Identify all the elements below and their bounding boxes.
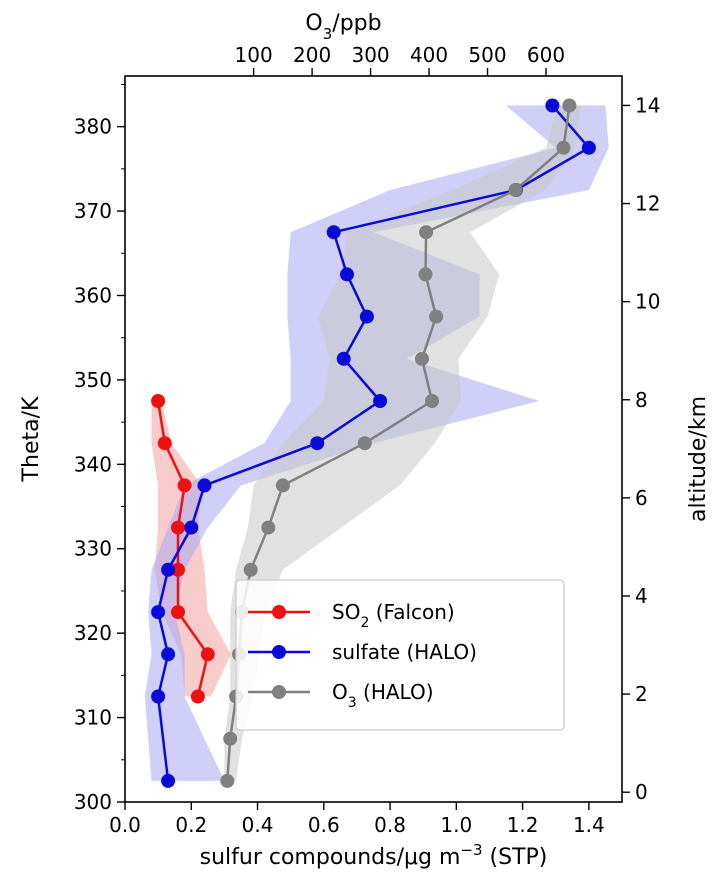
- data-point-1-15: [161, 773, 176, 788]
- data-point-2-5: [429, 309, 444, 324]
- data-point-0-6: [200, 647, 215, 662]
- bottom-tick-label: 1.0: [440, 813, 472, 837]
- data-point-2-4: [418, 267, 433, 282]
- right-tick-label: 12: [635, 192, 660, 216]
- series-line-1: [156, 104, 591, 782]
- series-line-0: [156, 400, 210, 697]
- left-tick-label: 310: [74, 706, 112, 730]
- data-point-0-0: [151, 394, 166, 408]
- bottom-tick-label: 0.8: [374, 813, 406, 837]
- legend-label: O3 (HALO): [332, 680, 434, 711]
- top-tick-label: 600: [527, 43, 565, 67]
- right-axis-label: altitude/km: [686, 396, 711, 522]
- data-point-2-7: [425, 394, 439, 408]
- data-point-2-3: [419, 225, 434, 240]
- data-point-1-11: [161, 562, 176, 577]
- right-tick-label: 8: [635, 388, 648, 412]
- series-points: [151, 98, 596, 788]
- uncertainty-bands: [144, 105, 609, 781]
- legend-swatch-marker: [272, 605, 286, 619]
- data-point-0-5: [171, 605, 185, 620]
- data-point-1-13: [161, 647, 176, 662]
- left-tick-label: 380: [74, 115, 112, 139]
- axis-ticks: [117, 68, 630, 810]
- bottom-tick-label: 1.4: [573, 813, 605, 837]
- top-tick-label: 100: [235, 43, 273, 67]
- series-band-2: [224, 105, 582, 781]
- left-axis-label: Theta/K: [19, 396, 44, 482]
- top-tick-label: 400: [410, 43, 448, 67]
- right-tick-label: 14: [635, 93, 660, 117]
- bottom-tick-label: 0.6: [308, 813, 340, 837]
- left-tick-label: 320: [74, 621, 112, 645]
- data-point-0-1: [157, 436, 172, 451]
- data-point-2-0: [562, 98, 577, 113]
- data-point-2-8: [357, 436, 372, 451]
- bottom-tick-label: 0.0: [109, 813, 141, 837]
- data-point-1-3: [326, 225, 341, 240]
- left-tick-label: 330: [74, 537, 112, 561]
- left-tick-label: 340: [74, 452, 112, 476]
- legend-swatch-marker: [272, 645, 286, 659]
- bottom-tick-label: 1.2: [507, 813, 539, 837]
- left-tick-label: 300: [74, 790, 112, 814]
- data-point-2-1: [556, 140, 571, 155]
- data-point-2-15: [223, 731, 238, 746]
- data-point-2-10: [261, 520, 276, 535]
- legend-entry-o3: O3 (HALO): [248, 680, 434, 711]
- data-point-1-1: [581, 140, 596, 155]
- right-tick-label: 0: [635, 780, 648, 804]
- bottom-tick-label: 0.4: [242, 813, 274, 837]
- data-point-0-4: [171, 562, 185, 577]
- top-tick-label: 200: [293, 43, 331, 67]
- data-point-1-9: [197, 478, 212, 493]
- data-point-1-12: [151, 605, 166, 620]
- data-point-1-4: [340, 267, 354, 282]
- right-tick-label: 4: [635, 584, 648, 608]
- legend-swatch-marker: [272, 685, 286, 699]
- data-point-2-11: [243, 562, 258, 577]
- data-point-0-3: [171, 520, 185, 535]
- legend-label: sulfate (HALO): [332, 640, 477, 664]
- data-point-0-2: [177, 478, 192, 493]
- data-point-1-10: [184, 520, 199, 535]
- left-tick-label: 370: [74, 199, 112, 223]
- data-point-2-9: [275, 478, 290, 493]
- data-point-0-7: [190, 689, 205, 704]
- data-point-1-0: [545, 98, 560, 113]
- right-tick-label: 6: [635, 486, 648, 510]
- plot-frame: [124, 75, 623, 803]
- top-axis-label: O3/ppb: [305, 11, 381, 43]
- right-tick-label: 2: [635, 682, 648, 706]
- data-point-1-8: [310, 436, 325, 451]
- data-point-1-7: [373, 394, 388, 408]
- left-tick-label: 350: [74, 368, 112, 392]
- legend-label: SO2 (Falcon): [332, 600, 455, 631]
- top-tick-label: 300: [351, 43, 389, 67]
- data-point-2-16: [220, 773, 235, 788]
- bottom-tick-label: 0.2: [175, 813, 207, 837]
- data-point-1-5: [359, 309, 374, 324]
- data-point-1-6: [336, 351, 351, 366]
- legend-entry-sulfate: sulfate (HALO): [248, 640, 477, 664]
- data-point-2-6: [415, 351, 429, 366]
- legend: SO2 (Falcon) sulfate (HALO) O3 (HALO): [235, 579, 565, 731]
- data-point-2-2: [508, 183, 523, 197]
- bottom-axis-label: sulfur compounds/μg m−3 (STP): [200, 841, 548, 870]
- legend-entry-so2: SO2 (Falcon): [248, 600, 455, 631]
- left-tick-label: 360: [74, 283, 112, 307]
- data-point-1-14: [151, 689, 166, 704]
- right-tick-label: 10: [635, 290, 660, 314]
- legend-box: [235, 579, 565, 731]
- top-tick-label: 500: [468, 43, 506, 67]
